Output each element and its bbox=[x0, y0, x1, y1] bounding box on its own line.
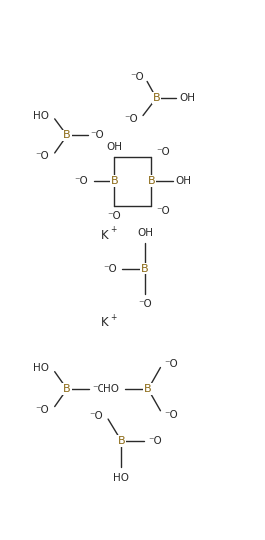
Text: ⁻O: ⁻O bbox=[103, 264, 117, 274]
Text: K: K bbox=[101, 229, 109, 242]
Text: B: B bbox=[111, 176, 118, 186]
Text: ⁻O: ⁻O bbox=[89, 411, 103, 421]
Text: ⁻O: ⁻O bbox=[36, 151, 49, 161]
Text: ⁻O: ⁻O bbox=[92, 384, 106, 394]
Text: OH: OH bbox=[137, 228, 153, 238]
Text: OH: OH bbox=[176, 176, 192, 186]
Text: B: B bbox=[63, 384, 71, 394]
Text: ⁻O: ⁻O bbox=[124, 114, 138, 124]
Text: B: B bbox=[144, 384, 152, 394]
Text: ⁻O: ⁻O bbox=[164, 410, 178, 420]
Text: ⁻O: ⁻O bbox=[90, 131, 104, 140]
Text: ⁻O: ⁻O bbox=[156, 206, 170, 216]
Text: ⁻O: ⁻O bbox=[156, 147, 170, 157]
Text: +: + bbox=[111, 313, 117, 322]
Text: HO: HO bbox=[33, 363, 49, 373]
Text: ⁻O: ⁻O bbox=[74, 176, 88, 186]
Text: ⁻O: ⁻O bbox=[149, 436, 162, 446]
Text: HO: HO bbox=[103, 384, 119, 394]
Text: ⁻O: ⁻O bbox=[107, 211, 121, 221]
Text: ⁻O: ⁻O bbox=[138, 299, 152, 309]
Text: B: B bbox=[147, 176, 155, 186]
Text: B: B bbox=[141, 264, 149, 274]
Text: B: B bbox=[153, 93, 160, 103]
Text: HO: HO bbox=[113, 473, 129, 483]
Text: B: B bbox=[63, 131, 71, 140]
Text: OH: OH bbox=[106, 142, 122, 152]
Text: HO: HO bbox=[33, 111, 49, 120]
Text: ⁻O: ⁻O bbox=[164, 359, 178, 369]
Text: ⁻O: ⁻O bbox=[130, 72, 144, 82]
Text: ⁻O: ⁻O bbox=[36, 405, 49, 415]
Text: +: + bbox=[111, 225, 117, 234]
Text: OH: OH bbox=[179, 93, 195, 103]
Text: B: B bbox=[118, 436, 125, 446]
Text: K: K bbox=[101, 316, 109, 329]
